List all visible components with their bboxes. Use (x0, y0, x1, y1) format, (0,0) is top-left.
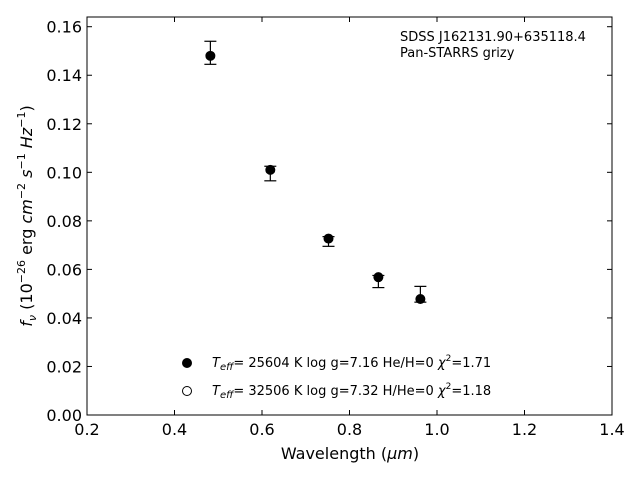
model-point-filled (373, 272, 384, 283)
y-tick-label: 0.06 (46, 260, 82, 279)
x-tick-label: 0.4 (162, 420, 187, 439)
y-tick-label: 0.04 (46, 309, 82, 328)
model-point-filled (265, 164, 276, 175)
data-marks (204, 40, 427, 304)
y-tick-label: 0.12 (46, 115, 82, 134)
x-tick-label: 1.2 (512, 420, 537, 439)
model-point-filled (415, 293, 426, 304)
y-axis-ticks: 0.00 0.02 0.04 0.06 0.08 0.10 0.12 0.14 0.16 (46, 18, 612, 425)
y-tick-label: 0.00 (46, 406, 82, 425)
y-tick-label: 0.02 (46, 357, 82, 376)
x-tick-label: 1.0 (424, 420, 449, 439)
x-axis-label: Wavelength (μm) (281, 444, 419, 463)
x-tick-label: 0.2 (74, 420, 99, 439)
annotation-survey: Pan-STARRS grizy (400, 46, 515, 61)
model-point-filled (205, 50, 216, 61)
x-tick-label: 0.6 (249, 420, 274, 439)
y-tick-label: 0.14 (46, 66, 82, 85)
model-point-filled (323, 233, 334, 244)
x-tick-label: 1.4 (599, 420, 624, 439)
legend: Teff= 25604 K log g=7.16 He/H=0 χ2=1.71 … (182, 354, 491, 401)
legend-marker-filled (182, 358, 192, 368)
y-tick-label: 0.16 (46, 18, 82, 37)
legend-entry-1: Teff= 25604 K log g=7.16 He/H=0 χ2=1.71 (212, 354, 491, 373)
legend-marker-open (182, 386, 192, 396)
y-tick-label: 0.08 (46, 212, 82, 231)
annotation-object-name: SDSS J162131.90+635118.4 (400, 30, 586, 45)
y-tick-label: 0.10 (46, 163, 82, 182)
x-tick-label: 0.8 (337, 420, 362, 439)
legend-entry-2: Teff= 32506 K log g=7.32 H/He=0 χ2=1.18 (212, 382, 491, 401)
x-axis-ticks: 0.2 0.4 0.6 0.8 1.0 1.2 1.4 (74, 17, 625, 439)
y-axis-label: fν (10−26 erg cm−2 s−1 Hz−1) (15, 105, 39, 326)
